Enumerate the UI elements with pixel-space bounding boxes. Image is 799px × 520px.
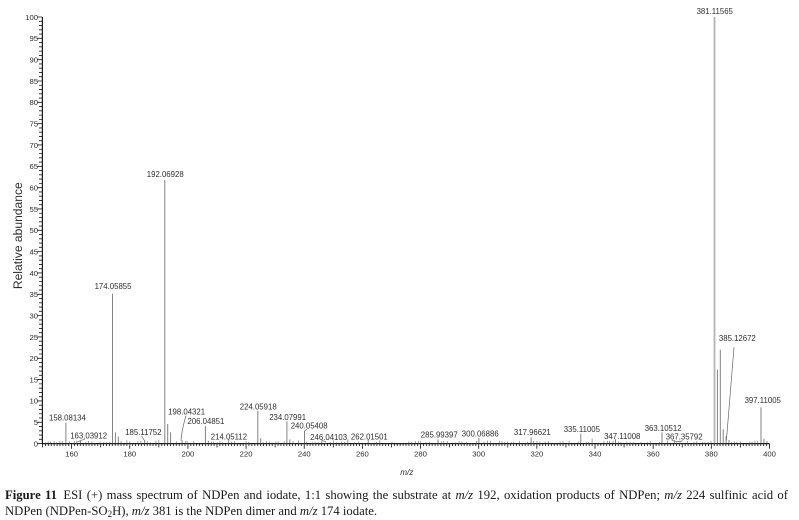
- svg-text:55: 55: [29, 205, 38, 214]
- svg-text:m/z: m/z: [400, 468, 413, 477]
- svg-text:200: 200: [182, 450, 195, 459]
- svg-text:198.04321: 198.04321: [168, 408, 205, 417]
- svg-text:367.35792: 367.35792: [666, 433, 703, 442]
- svg-text:Relative abundance: Relative abundance: [11, 182, 25, 289]
- svg-text:75: 75: [29, 119, 38, 128]
- svg-text:90: 90: [29, 55, 38, 64]
- svg-text:95: 95: [29, 34, 38, 43]
- svg-text:280: 280: [414, 450, 427, 459]
- svg-text:363.10512: 363.10512: [645, 424, 682, 433]
- svg-text:0: 0: [34, 439, 38, 448]
- svg-text:174.05855: 174.05855: [95, 282, 133, 291]
- svg-text:80: 80: [29, 98, 38, 107]
- svg-text:214.05112: 214.05112: [211, 432, 247, 441]
- svg-text:85: 85: [29, 77, 38, 86]
- svg-text:160: 160: [65, 450, 78, 459]
- svg-text:397.11005: 397.11005: [745, 396, 782, 405]
- svg-text:300: 300: [472, 450, 485, 459]
- svg-text:234.07991: 234.07991: [269, 413, 306, 422]
- svg-text:335.11005: 335.11005: [564, 425, 601, 434]
- svg-text:100: 100: [25, 13, 38, 22]
- svg-text:347.11008: 347.11008: [604, 432, 640, 441]
- svg-text:15: 15: [29, 375, 38, 384]
- svg-text:65: 65: [29, 162, 38, 171]
- svg-text:246.04103: 246.04103: [310, 433, 347, 442]
- svg-text:163.03912: 163.03912: [70, 431, 107, 440]
- svg-text:317.96621: 317.96621: [514, 428, 551, 437]
- svg-text:360: 360: [647, 450, 660, 459]
- svg-text:30: 30: [29, 311, 38, 320]
- svg-text:300.06886: 300.06886: [462, 430, 499, 439]
- svg-text:5: 5: [34, 418, 38, 427]
- svg-text:180: 180: [123, 450, 136, 459]
- svg-text:240: 240: [298, 450, 311, 459]
- svg-text:240.05408: 240.05408: [291, 422, 328, 431]
- svg-text:192.06928: 192.06928: [147, 170, 184, 179]
- svg-text:45: 45: [29, 247, 38, 256]
- svg-text:70: 70: [29, 141, 38, 150]
- svg-text:262.01501: 262.01501: [351, 433, 388, 442]
- svg-text:224.05918: 224.05918: [240, 403, 277, 412]
- svg-text:50: 50: [29, 226, 38, 235]
- svg-text:340: 340: [589, 450, 602, 459]
- svg-text:320: 320: [530, 450, 543, 459]
- svg-text:10: 10: [29, 397, 38, 406]
- svg-text:35: 35: [29, 290, 38, 299]
- svg-text:285.99397: 285.99397: [421, 431, 458, 440]
- svg-text:380: 380: [705, 450, 718, 459]
- svg-text:60: 60: [29, 183, 38, 192]
- svg-text:385.12672: 385.12672: [719, 334, 756, 343]
- svg-text:400: 400: [763, 450, 776, 459]
- svg-text:206.04851: 206.04851: [188, 417, 225, 426]
- svg-text:381.11565: 381.11565: [697, 7, 734, 16]
- svg-text:40: 40: [29, 269, 38, 278]
- svg-text:260: 260: [356, 450, 369, 459]
- svg-text:158.08134: 158.08134: [49, 413, 87, 422]
- svg-text:25: 25: [29, 333, 38, 342]
- svg-text:220: 220: [240, 450, 253, 459]
- svg-text:185.11752: 185.11752: [125, 428, 161, 437]
- svg-text:20: 20: [29, 354, 38, 363]
